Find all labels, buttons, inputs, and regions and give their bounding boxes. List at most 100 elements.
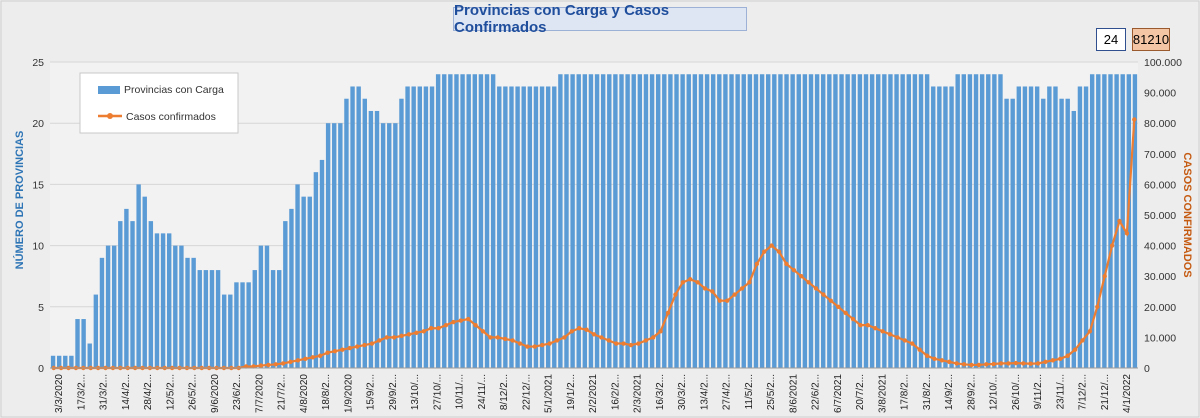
- bar: [747, 74, 753, 369]
- line-point: [591, 332, 597, 337]
- bar: [185, 257, 190, 368]
- line-point: [421, 329, 426, 334]
- bar: [295, 184, 300, 368]
- line-point: [473, 322, 478, 328]
- bar: [607, 74, 612, 369]
- bar: [478, 74, 484, 369]
- line-point: [451, 319, 456, 325]
- bar: [454, 74, 459, 369]
- line-point: [347, 345, 352, 351]
- line-point: [799, 274, 804, 279]
- line-point: [680, 280, 686, 285]
- line-point: [340, 347, 345, 352]
- line-point: [1102, 274, 1107, 279]
- line-point: [769, 243, 774, 248]
- line-point: [747, 280, 752, 285]
- bar: [570, 74, 575, 369]
- bar: [729, 74, 734, 369]
- line-point: [391, 335, 397, 340]
- line-point: [836, 304, 841, 309]
- x-tick-label: 3/3/2020: [54, 374, 65, 413]
- bar: [1028, 86, 1034, 368]
- bar: [655, 74, 661, 369]
- line-point: [488, 335, 493, 340]
- x-tick-label: 4/8/2020: [299, 374, 310, 413]
- bar: [808, 74, 814, 369]
- line-point: [325, 350, 330, 355]
- bar: [906, 74, 911, 369]
- y-right-tick-label: 30.000: [1144, 271, 1176, 283]
- line-point: [932, 356, 937, 362]
- x-tick-label: 21/7/2...: [277, 374, 288, 410]
- line-point: [621, 341, 626, 346]
- line-point: [532, 344, 537, 349]
- line-point: [584, 327, 589, 332]
- x-tick-label: 7/7/2020: [254, 374, 265, 413]
- x-tick-label: 17/8/2...: [900, 374, 911, 410]
- line-point: [806, 280, 811, 285]
- y-axis-left: 0 5 10 15 20 25: [32, 57, 44, 375]
- line-point: [732, 292, 737, 297]
- line-point: [865, 322, 871, 328]
- bar: [209, 270, 215, 368]
- bar: [362, 98, 367, 368]
- line-point: [288, 359, 293, 365]
- line-point: [991, 361, 996, 367]
- bar: [1083, 86, 1089, 368]
- line-point: [813, 286, 819, 291]
- bar: [735, 74, 740, 369]
- x-tick-label: 18/8/2...: [321, 374, 332, 410]
- line-point: [517, 341, 523, 346]
- line-point: [495, 335, 500, 340]
- bar: [857, 74, 863, 369]
- bar: [1108, 74, 1113, 369]
- bar: [1126, 74, 1132, 369]
- bar: [827, 74, 832, 369]
- line-point: [599, 335, 604, 340]
- x-tick-label: 11/5/2...: [744, 374, 755, 409]
- bar: [179, 245, 184, 368]
- line-point: [821, 292, 826, 297]
- line-point: [762, 249, 767, 254]
- bar: [949, 86, 954, 368]
- bar: [1004, 98, 1009, 368]
- bar: [466, 74, 471, 369]
- x-tick-label: 9/6/2020: [210, 374, 221, 413]
- line-point: [784, 261, 789, 267]
- line-point: [1050, 358, 1056, 363]
- bar: [203, 270, 209, 368]
- x-tick-label: 2/3/2021: [633, 374, 644, 413]
- y-right-tick-label: 80.000: [1144, 118, 1176, 130]
- line-point: [1132, 117, 1137, 122]
- y-right-tick-label: 70.000: [1144, 149, 1176, 161]
- bar: [863, 74, 869, 369]
- x-tick-label: 16/3/2...: [655, 374, 666, 410]
- y-right-tick-label: 20.000: [1144, 302, 1176, 314]
- bar: [270, 270, 276, 368]
- bar: [423, 86, 429, 368]
- bar: [998, 74, 1003, 369]
- bar: [955, 74, 960, 369]
- bar: [515, 86, 520, 368]
- line-point: [1080, 338, 1085, 343]
- bar: [417, 86, 422, 368]
- line-point: [1109, 243, 1115, 248]
- bar: [1053, 86, 1058, 368]
- y-axis-right-title: CASOS CONFIRMADOS: [1181, 152, 1193, 277]
- x-tick-label: 26/5/2...: [188, 374, 199, 410]
- bar: [924, 74, 930, 369]
- bar: [1096, 74, 1101, 369]
- x-tick-label: 23/6/2...: [232, 374, 243, 410]
- line-point: [725, 298, 730, 303]
- legend-entry-cases: Casos confirmados: [126, 111, 216, 123]
- bar: [197, 270, 202, 368]
- bar: [99, 257, 105, 368]
- line-point: [984, 362, 989, 367]
- line-point: [258, 363, 264, 368]
- bar: [576, 74, 581, 369]
- line-point: [887, 332, 893, 337]
- bar: [680, 74, 685, 369]
- y-left-tick-label: 5: [38, 302, 44, 314]
- line-point: [636, 341, 641, 346]
